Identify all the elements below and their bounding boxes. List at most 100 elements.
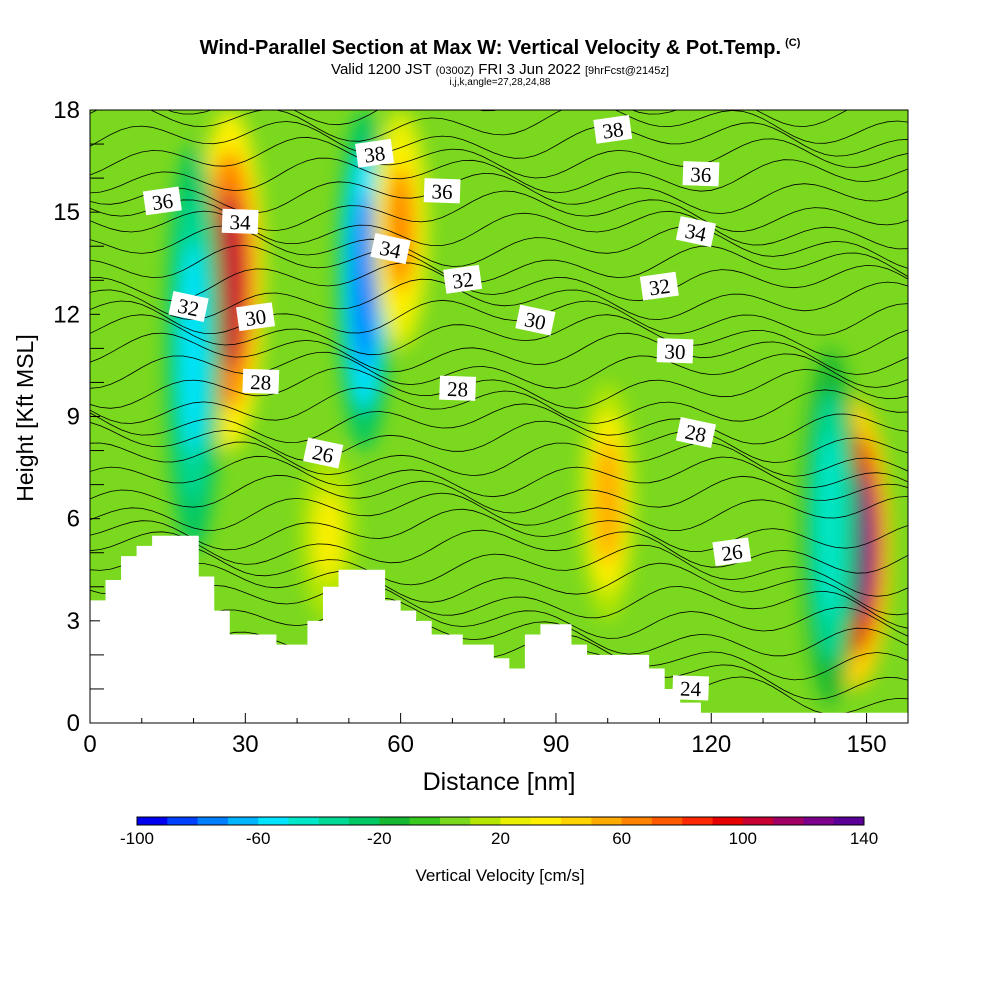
x-axis-label: Distance [nm] — [423, 768, 576, 796]
isentrope-label-text: 28 — [250, 370, 272, 395]
isentrope-label: 30 — [515, 304, 556, 336]
colorbar-swatch — [530, 817, 562, 825]
x-tick-label: 120 — [691, 731, 731, 758]
isentrope-line — [90, 441, 908, 477]
chart-title: Wind-Parallel Section at Max W: Vertical… — [0, 37, 1000, 60]
isentrope-label: 36 — [682, 161, 720, 187]
isentrope-label-text: 28 — [447, 377, 469, 402]
x-tick-label: 0 — [83, 731, 96, 758]
isentrope-label-text: 36 — [150, 189, 174, 216]
copyright-mark: (C) — [785, 37, 801, 50]
colorbar-swatch — [591, 817, 623, 825]
colorbar-tick-label: -60 — [246, 829, 271, 848]
valid-zulu: (0300Z) — [435, 65, 475, 77]
x-tick-label: 30 — [232, 731, 259, 758]
colorbar-swatch — [682, 817, 714, 825]
colorbar-swatch — [621, 817, 653, 825]
isentrope-line — [90, 367, 908, 409]
isentrope-label-text: 24 — [680, 677, 702, 702]
y-tick-label: 15 — [53, 199, 80, 226]
isentrope-line — [90, 299, 908, 336]
isentrope-label: 36 — [142, 186, 182, 216]
y-tick-label: 18 — [53, 97, 80, 124]
isentrope-line — [90, 110, 908, 144]
colorbar-swatch — [742, 817, 774, 825]
velocity-cell — [594, 439, 621, 564]
colorbar-swatch — [379, 817, 411, 825]
isentropes — [90, 110, 908, 715]
colorbar-swatch — [349, 817, 380, 825]
colorbar-swatch — [470, 817, 501, 825]
velocity-cell — [351, 191, 378, 369]
isentrope-label-text: 30 — [522, 307, 548, 335]
isentrope-label: 38 — [355, 138, 395, 168]
isentrope-line — [90, 245, 908, 283]
colorbar-tick-label: 100 — [729, 829, 757, 848]
colorbar-tick-label: 60 — [612, 829, 631, 848]
isentrope-line — [90, 351, 908, 389]
isentrope-label: 34 — [675, 216, 717, 248]
isentrope-label-text: 32 — [176, 294, 202, 322]
isentrope-line — [90, 597, 908, 639]
isentrope-label: 36 — [423, 178, 461, 204]
isentrope-line — [90, 508, 908, 552]
isentrope-line — [90, 332, 908, 375]
isentrope-line — [90, 121, 908, 159]
colorbar-tick-label: -100 — [120, 829, 154, 848]
isentrope-line — [90, 420, 908, 463]
valid-time: Valid 1200 JST — [331, 61, 432, 78]
chart-subtitle: Valid 1200 JST (0300Z) FRI 3 Jun 2022 [9… — [0, 61, 1000, 78]
isentrope-label: 28 — [675, 417, 717, 449]
colorbar-swatch — [197, 817, 229, 825]
isentrope-line — [90, 314, 908, 358]
colorbar-tick-label: 140 — [850, 829, 878, 848]
grid-params: i,j,k,angle=27,28,24,88 — [449, 77, 551, 88]
y-axis-label: Height [Kft MSL] — [12, 334, 38, 501]
colorbar-swatch — [258, 817, 289, 825]
isentrope-label: 24 — [672, 675, 710, 702]
colorbar-tick-label: 20 — [491, 829, 510, 848]
isentrope-label: 32 — [639, 271, 679, 301]
colorbar-tick-label: -20 — [367, 829, 392, 848]
isentrope-label-text: 30 — [244, 304, 268, 331]
y-tick-label: 3 — [67, 608, 80, 635]
isentrope-line — [90, 172, 908, 215]
terrain — [90, 535, 908, 723]
isentrope-label-text: 38 — [363, 141, 387, 168]
isentrope-line — [90, 492, 908, 531]
isentrope-label: 26 — [712, 537, 752, 567]
x-tick-label: 150 — [847, 731, 887, 758]
colorbar-swatch — [712, 817, 744, 825]
colorbar-swatch — [227, 817, 259, 825]
isentrope-line — [90, 278, 908, 321]
velocity-cell — [180, 242, 207, 455]
isentrope-line — [90, 403, 908, 445]
colorbar-swatch — [318, 817, 350, 825]
isentrope-label: 30 — [236, 302, 276, 332]
colorbar-label: Vertical Velocity [cm/s] — [415, 866, 584, 885]
colorbar-swatch — [833, 817, 865, 825]
isentrope-label: 34 — [370, 233, 411, 265]
isentrope-label: 32 — [443, 264, 483, 294]
isentrope-label: 26 — [303, 437, 344, 469]
velocity-cell — [817, 434, 844, 621]
isentrope-line — [90, 387, 908, 424]
x-tick-label: 60 — [387, 731, 414, 758]
y-tick-label: 9 — [67, 404, 80, 431]
colorbar: -100 -60 -20 20 60 100 140 — [120, 816, 878, 848]
colorbar-swatch — [167, 817, 199, 825]
isentrope-line — [90, 262, 908, 302]
colorbar-swatch — [561, 817, 592, 825]
isentrope-line — [166, 110, 848, 128]
colorbar-swatch — [500, 817, 532, 825]
isentrope-label-text: 26 — [720, 539, 744, 566]
colorbar-swatch — [137, 817, 168, 825]
isentrope-label: 32 — [168, 291, 209, 323]
isentrope-label: 30 — [656, 338, 694, 364]
isentrope-label-text: 38 — [601, 117, 625, 144]
isentrope-label-text: 36 — [431, 179, 453, 204]
chart-title-text: Wind-Parallel Section at Max W: Vertical… — [199, 37, 782, 59]
colorbar-swatch — [773, 817, 804, 825]
